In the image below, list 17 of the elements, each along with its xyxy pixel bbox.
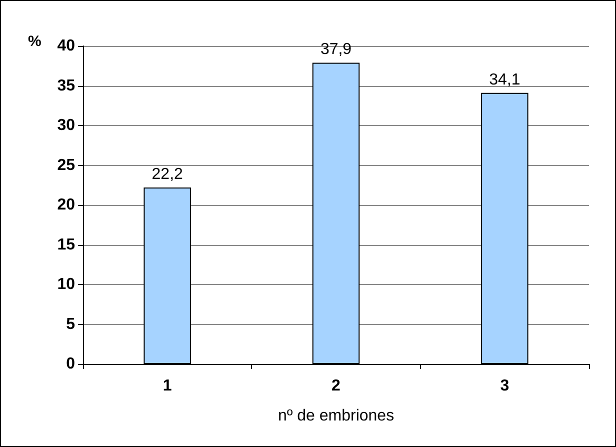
y-tick-label: 15 xyxy=(57,236,76,254)
data-label: 22,2 xyxy=(152,166,184,184)
y-tick-label: 40 xyxy=(57,38,76,54)
y-tick-label: 0 xyxy=(66,356,76,372)
y-tick-label: 25 xyxy=(57,156,76,174)
y-tick-label: 5 xyxy=(66,316,76,333)
y-tick-label: 30 xyxy=(57,117,76,134)
y-tick-label: 20 xyxy=(57,196,76,214)
x-tick-label: 3 xyxy=(500,378,510,394)
data-label: 34,1 xyxy=(489,71,520,88)
y-axis-title: % xyxy=(28,33,42,50)
x-tick-label: 1 xyxy=(162,378,172,394)
y-tick-label: 10 xyxy=(57,276,76,293)
data-label: 37,9 xyxy=(320,41,352,58)
x-tick-label: 2 xyxy=(332,378,341,394)
y-tick-label: 35 xyxy=(57,77,76,94)
x-axis-title: nº de embriones xyxy=(278,408,394,424)
